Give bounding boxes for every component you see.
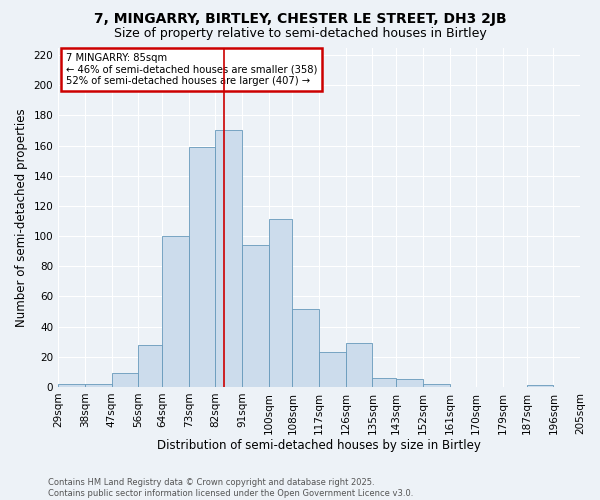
- Text: Size of property relative to semi-detached houses in Birtley: Size of property relative to semi-detach…: [113, 28, 487, 40]
- Bar: [112, 374, 138, 387]
- Y-axis label: Number of semi-detached properties: Number of semi-detached properties: [15, 108, 28, 326]
- Bar: [292, 308, 319, 387]
- Bar: [188, 147, 215, 387]
- Bar: [85, 384, 112, 387]
- Bar: [138, 344, 162, 387]
- Bar: [319, 352, 346, 387]
- Bar: [527, 386, 553, 387]
- Bar: [423, 384, 449, 387]
- Bar: [242, 245, 269, 387]
- Text: 7, MINGARRY, BIRTLEY, CHESTER LE STREET, DH3 2JB: 7, MINGARRY, BIRTLEY, CHESTER LE STREET,…: [94, 12, 506, 26]
- Bar: [162, 236, 188, 387]
- X-axis label: Distribution of semi-detached houses by size in Birtley: Distribution of semi-detached houses by …: [157, 440, 481, 452]
- Bar: [373, 378, 396, 387]
- Bar: [215, 130, 242, 387]
- Bar: [269, 220, 292, 387]
- Text: Contains HM Land Registry data © Crown copyright and database right 2025.
Contai: Contains HM Land Registry data © Crown c…: [48, 478, 413, 498]
- Text: 7 MINGARRY: 85sqm
← 46% of semi-detached houses are smaller (358)
52% of semi-de: 7 MINGARRY: 85sqm ← 46% of semi-detached…: [66, 52, 317, 86]
- Bar: [58, 384, 85, 387]
- Bar: [396, 380, 423, 387]
- Bar: [346, 343, 373, 387]
